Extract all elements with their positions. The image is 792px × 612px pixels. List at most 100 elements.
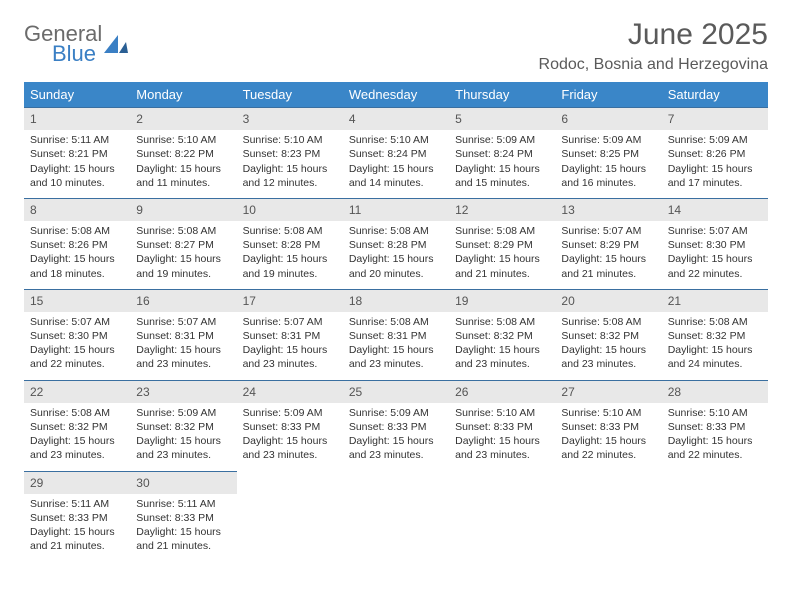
day-body: Sunrise: 5:08 AMSunset: 8:28 PMDaylight:… (343, 221, 449, 289)
calendar-body: 1Sunrise: 5:11 AMSunset: 8:21 PMDaylight… (24, 107, 768, 561)
daylight-line: Daylight: 15 hours and 23 minutes. (349, 343, 443, 371)
weekday-row: SundayMondayTuesdayWednesdayThursdayFrid… (24, 82, 768, 107)
calendar-cell: 2Sunrise: 5:10 AMSunset: 8:22 PMDaylight… (130, 107, 236, 198)
day-body: Sunrise: 5:07 AMSunset: 8:31 PMDaylight:… (237, 312, 343, 380)
daylight-line: Daylight: 15 hours and 21 minutes. (136, 525, 230, 553)
calendar-head: SundayMondayTuesdayWednesdayThursdayFrid… (24, 82, 768, 107)
sunset-line: Sunset: 8:33 PM (243, 420, 337, 434)
sunset-line: Sunset: 8:32 PM (455, 329, 549, 343)
calendar-cell: 18Sunrise: 5:08 AMSunset: 8:31 PMDayligh… (343, 289, 449, 380)
calendar-cell: 11Sunrise: 5:08 AMSunset: 8:28 PMDayligh… (343, 198, 449, 289)
day-number: 7 (662, 107, 768, 130)
calendar-cell: 16Sunrise: 5:07 AMSunset: 8:31 PMDayligh… (130, 289, 236, 380)
daylight-line: Daylight: 15 hours and 16 minutes. (561, 162, 655, 190)
title-block: June 2025 Rodoc, Bosnia and Herzegovina (539, 18, 768, 74)
daylight-line: Daylight: 15 hours and 21 minutes. (561, 252, 655, 280)
day-body: Sunrise: 5:08 AMSunset: 8:32 PMDaylight:… (24, 403, 130, 471)
sunset-line: Sunset: 8:23 PM (243, 147, 337, 161)
daylight-line: Daylight: 15 hours and 18 minutes. (30, 252, 124, 280)
calendar-cell: 13Sunrise: 5:07 AMSunset: 8:29 PMDayligh… (555, 198, 661, 289)
day-number: 26 (449, 380, 555, 403)
daylight-line: Daylight: 15 hours and 23 minutes. (455, 434, 549, 462)
sunrise-line: Sunrise: 5:11 AM (136, 497, 230, 511)
day-number: 11 (343, 198, 449, 221)
day-number: 25 (343, 380, 449, 403)
calendar-cell: 10Sunrise: 5:08 AMSunset: 8:28 PMDayligh… (237, 198, 343, 289)
sunset-line: Sunset: 8:32 PM (30, 420, 124, 434)
daylight-line: Daylight: 15 hours and 23 minutes. (136, 343, 230, 371)
sunset-line: Sunset: 8:24 PM (455, 147, 549, 161)
calendar-cell: 24Sunrise: 5:09 AMSunset: 8:33 PMDayligh… (237, 380, 343, 471)
weekday-header: Wednesday (343, 82, 449, 107)
day-number: 2 (130, 107, 236, 130)
day-body: Sunrise: 5:09 AMSunset: 8:32 PMDaylight:… (130, 403, 236, 471)
daylight-line: Daylight: 15 hours and 23 minutes. (349, 434, 443, 462)
day-body: Sunrise: 5:10 AMSunset: 8:22 PMDaylight:… (130, 130, 236, 198)
sunrise-line: Sunrise: 5:10 AM (243, 133, 337, 147)
daylight-line: Daylight: 15 hours and 23 minutes. (455, 343, 549, 371)
day-body: Sunrise: 5:08 AMSunset: 8:28 PMDaylight:… (237, 221, 343, 289)
sunset-line: Sunset: 8:28 PM (349, 238, 443, 252)
sunrise-line: Sunrise: 5:09 AM (668, 133, 762, 147)
sunrise-line: Sunrise: 5:08 AM (136, 224, 230, 238)
empty-cell (237, 471, 343, 494)
day-body: Sunrise: 5:10 AMSunset: 8:23 PMDaylight:… (237, 130, 343, 198)
daylight-line: Daylight: 15 hours and 23 minutes. (136, 434, 230, 462)
day-number: 4 (343, 107, 449, 130)
calendar-cell: 6Sunrise: 5:09 AMSunset: 8:25 PMDaylight… (555, 107, 661, 198)
sunset-line: Sunset: 8:32 PM (136, 420, 230, 434)
sunrise-line: Sunrise: 5:07 AM (243, 315, 337, 329)
day-number: 1 (24, 107, 130, 130)
sunset-line: Sunset: 8:30 PM (30, 329, 124, 343)
sunset-line: Sunset: 8:21 PM (30, 147, 124, 161)
day-number: 21 (662, 289, 768, 312)
daylight-line: Daylight: 15 hours and 22 minutes. (668, 252, 762, 280)
day-number: 9 (130, 198, 236, 221)
day-number: 22 (24, 380, 130, 403)
day-number: 20 (555, 289, 661, 312)
day-number: 19 (449, 289, 555, 312)
day-body: Sunrise: 5:10 AMSunset: 8:33 PMDaylight:… (449, 403, 555, 471)
calendar-row: 22Sunrise: 5:08 AMSunset: 8:32 PMDayligh… (24, 380, 768, 471)
day-body: Sunrise: 5:09 AMSunset: 8:33 PMDaylight:… (237, 403, 343, 471)
logo: General Blue (24, 18, 130, 64)
daylight-line: Daylight: 15 hours and 10 minutes. (30, 162, 124, 190)
calendar-cell: 23Sunrise: 5:09 AMSunset: 8:32 PMDayligh… (130, 380, 236, 471)
sunset-line: Sunset: 8:30 PM (668, 238, 762, 252)
day-number: 8 (24, 198, 130, 221)
sunrise-line: Sunrise: 5:08 AM (30, 406, 124, 420)
sunset-line: Sunset: 8:33 PM (30, 511, 124, 525)
daylight-line: Daylight: 15 hours and 17 minutes. (668, 162, 762, 190)
calendar-cell: 8Sunrise: 5:08 AMSunset: 8:26 PMDaylight… (24, 198, 130, 289)
daylight-line: Daylight: 15 hours and 14 minutes. (349, 162, 443, 190)
sunset-line: Sunset: 8:33 PM (349, 420, 443, 434)
day-number: 24 (237, 380, 343, 403)
sunrise-line: Sunrise: 5:09 AM (136, 406, 230, 420)
calendar-cell: 19Sunrise: 5:08 AMSunset: 8:32 PMDayligh… (449, 289, 555, 380)
calendar-cell: 28Sunrise: 5:10 AMSunset: 8:33 PMDayligh… (662, 380, 768, 471)
day-body: Sunrise: 5:07 AMSunset: 8:30 PMDaylight:… (662, 221, 768, 289)
calendar-table: SundayMondayTuesdayWednesdayThursdayFrid… (24, 82, 768, 561)
month-title: June 2025 (539, 18, 768, 52)
day-body: Sunrise: 5:08 AMSunset: 8:32 PMDaylight:… (555, 312, 661, 380)
calendar-cell: 25Sunrise: 5:09 AMSunset: 8:33 PMDayligh… (343, 380, 449, 471)
daylight-line: Daylight: 15 hours and 24 minutes. (668, 343, 762, 371)
calendar-cell: 15Sunrise: 5:07 AMSunset: 8:30 PMDayligh… (24, 289, 130, 380)
daylight-line: Daylight: 15 hours and 23 minutes. (30, 434, 124, 462)
day-number: 6 (555, 107, 661, 130)
calendar-cell: 4Sunrise: 5:10 AMSunset: 8:24 PMDaylight… (343, 107, 449, 198)
sunrise-line: Sunrise: 5:07 AM (668, 224, 762, 238)
calendar-cell: 20Sunrise: 5:08 AMSunset: 8:32 PMDayligh… (555, 289, 661, 380)
day-body: Sunrise: 5:08 AMSunset: 8:29 PMDaylight:… (449, 221, 555, 289)
day-number: 17 (237, 289, 343, 312)
empty-cell (555, 471, 661, 494)
calendar-cell: 14Sunrise: 5:07 AMSunset: 8:30 PMDayligh… (662, 198, 768, 289)
sunset-line: Sunset: 8:31 PM (136, 329, 230, 343)
day-number: 16 (130, 289, 236, 312)
day-body: Sunrise: 5:11 AMSunset: 8:21 PMDaylight:… (24, 130, 130, 198)
calendar-cell (449, 471, 555, 562)
weekday-header: Tuesday (237, 82, 343, 107)
sunrise-line: Sunrise: 5:10 AM (455, 406, 549, 420)
calendar-row: 29Sunrise: 5:11 AMSunset: 8:33 PMDayligh… (24, 471, 768, 562)
calendar-cell: 5Sunrise: 5:09 AMSunset: 8:24 PMDaylight… (449, 107, 555, 198)
